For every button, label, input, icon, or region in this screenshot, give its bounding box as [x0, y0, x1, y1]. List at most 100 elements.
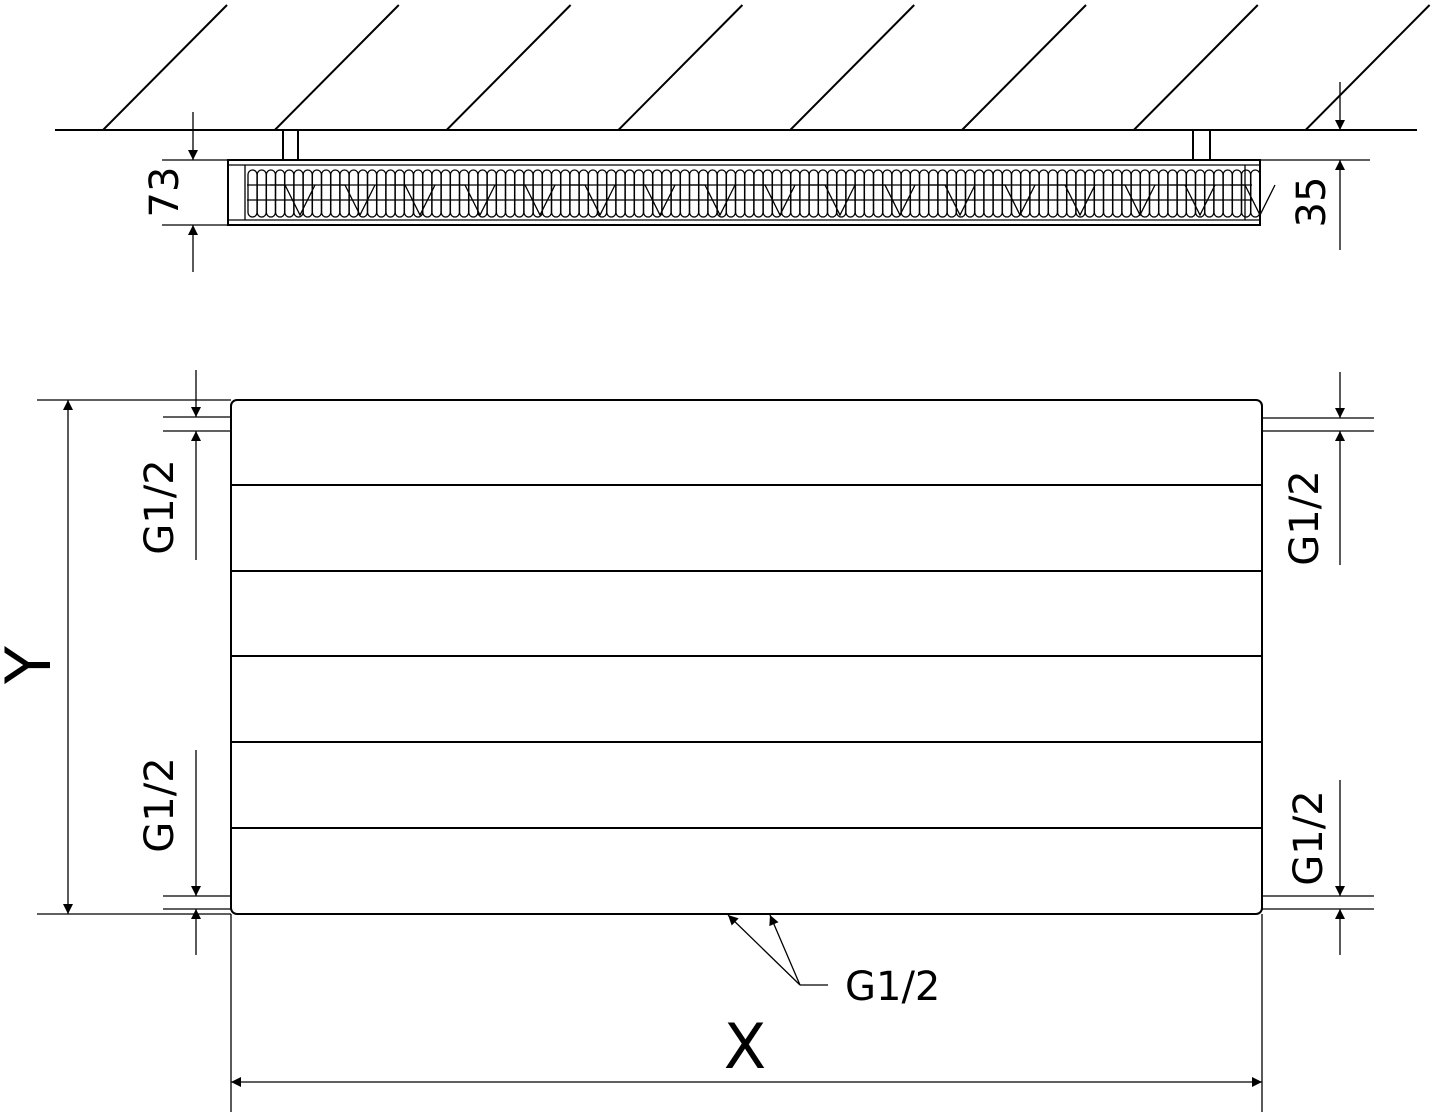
convector-fin	[808, 169, 819, 218]
convector-fin	[366, 169, 378, 218]
convector-fin	[1158, 169, 1169, 218]
convector-fin	[799, 169, 810, 218]
convector-fin	[872, 169, 884, 218]
convector-fin	[1167, 169, 1178, 218]
radiator-top-view	[227, 159, 1276, 226]
depth-label: 73	[142, 167, 188, 218]
convector-fin	[744, 169, 755, 218]
convector-fin	[569, 169, 580, 218]
convector-fin	[937, 169, 948, 218]
convector-fin	[311, 169, 323, 218]
wall-hatch-line	[445, 4, 572, 131]
convector-zigzag	[1230, 184, 1276, 217]
convector-fin	[339, 169, 350, 218]
convector-fin	[1139, 169, 1151, 218]
convector-fin	[449, 169, 461, 218]
connection-left-top-label: G1/2	[137, 459, 183, 554]
convector-fin	[1130, 169, 1141, 218]
convector-fin	[330, 169, 341, 218]
convector-fin	[560, 169, 571, 218]
convector-fin	[1176, 169, 1187, 218]
convector-fin	[633, 169, 645, 218]
radiator-front-view	[230, 399, 1374, 915]
width-label: X	[724, 1010, 766, 1083]
convector-fin	[440, 169, 451, 218]
convector-fin	[983, 169, 994, 218]
convector-fin	[320, 169, 332, 218]
convector-fin	[909, 169, 921, 218]
connection-right-top-label: G1/2	[1282, 470, 1328, 565]
convector-fin	[394, 169, 405, 218]
convector-zigzag	[810, 184, 856, 217]
height-dimension: Y	[0, 399, 231, 915]
wall-gap-label: 35	[1289, 177, 1335, 228]
convector-fin	[661, 169, 672, 218]
depth-dimension: 73	[142, 112, 228, 272]
convector-zigzag	[690, 184, 736, 217]
convector-fin	[486, 169, 497, 218]
convector-fin	[247, 169, 258, 218]
wall-hatch-line	[617, 4, 744, 131]
right-connection-dimensions: G1/2 G1/2	[1282, 372, 1345, 955]
convector-fin	[265, 169, 277, 218]
wall-gap-dimension: 35	[1260, 82, 1370, 250]
convector-fin	[468, 169, 479, 218]
connection-left-bottom-label: G1/2	[137, 757, 183, 852]
wall	[55, 4, 1431, 131]
convector-fin	[753, 169, 764, 218]
convector-zigzag	[450, 184, 496, 217]
convector-fin	[293, 169, 304, 218]
convector-fin	[891, 169, 902, 218]
wall-hatch-line	[961, 4, 1087, 131]
convector-zigzag	[990, 184, 1036, 217]
convector-fin	[458, 169, 470, 218]
convector-fin	[615, 169, 626, 218]
convector-fin	[992, 169, 1003, 218]
convector-fin	[1231, 169, 1243, 218]
convector-fin	[256, 169, 267, 218]
width-dimension: X	[230, 914, 1263, 1112]
convector-fin	[495, 169, 507, 218]
convector-fin	[863, 169, 875, 218]
wall-hatch-line	[1133, 4, 1259, 131]
connection-bottom-label: G1/2	[845, 964, 940, 1010]
convector-zigzag	[330, 184, 376, 217]
convector-fin	[1010, 169, 1022, 218]
convector-zigzag	[630, 184, 676, 217]
convector-fin	[504, 169, 516, 218]
convector-fin	[1112, 169, 1123, 218]
convector-fin	[734, 169, 746, 218]
convector-zigzag	[1110, 184, 1156, 217]
convector-fin	[688, 169, 700, 218]
wall-brackets	[282, 130, 1211, 160]
convector-fin	[523, 169, 534, 218]
left-connection-dimensions: G1/2 G1/2	[137, 370, 231, 955]
bottom-connection-leader: G1/2	[727, 914, 940, 1010]
convector-fin	[1204, 169, 1215, 218]
convector-zigzag	[930, 184, 976, 217]
convector-fin	[1093, 169, 1105, 218]
convector-fin	[762, 169, 773, 218]
wall-hatch-line	[274, 4, 400, 131]
wall-hatch-line	[789, 4, 915, 131]
convector-zigzag	[750, 184, 796, 217]
convector-fin	[385, 169, 396, 218]
wall-hatch-line	[1304, 4, 1431, 131]
convector-fin	[642, 169, 654, 218]
convector-fin	[1084, 169, 1095, 218]
convector-fin	[376, 169, 387, 218]
wall-hatch-line	[102, 4, 228, 131]
connection-right-bottom-label: G1/2	[1286, 790, 1332, 885]
convector-fin	[624, 169, 635, 218]
convector-fin	[817, 169, 829, 218]
convector-fin	[1102, 169, 1114, 218]
convector-zigzag	[870, 184, 916, 217]
convector-fin	[550, 169, 562, 218]
convector-fin	[974, 169, 985, 218]
convector-fin	[1213, 169, 1224, 218]
convector-fin	[679, 169, 691, 218]
convector-fin	[1056, 169, 1068, 218]
convector-zigzag	[570, 184, 616, 217]
convector-fin	[854, 169, 865, 218]
